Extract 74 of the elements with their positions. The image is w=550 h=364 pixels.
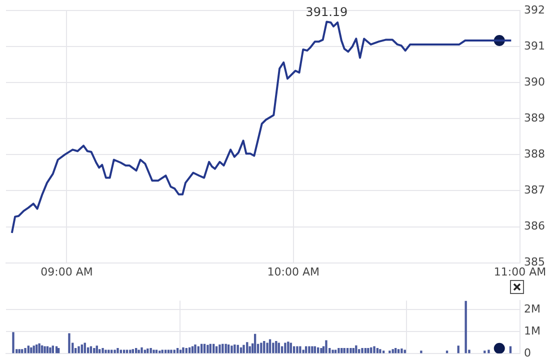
y-tick-label: 390 [524, 76, 545, 89]
annotation: 391.19 [306, 4, 348, 19]
bar [420, 350, 422, 354]
bar [338, 348, 340, 354]
bar [290, 342, 292, 354]
bar [104, 350, 107, 354]
bar [400, 348, 403, 354]
bar [218, 344, 221, 354]
x-tick-label: 09:00 AM [40, 265, 93, 278]
bar [182, 347, 184, 354]
y-tick-label: 1M [524, 324, 540, 338]
y-tick-label: 392 [524, 3, 545, 16]
bar [246, 342, 248, 354]
bar [27, 346, 30, 354]
bar [49, 347, 52, 354]
bar [457, 346, 460, 354]
y-tick-label: 0 [524, 346, 531, 360]
bar [488, 350, 490, 354]
bar [325, 340, 328, 354]
bar [388, 350, 391, 354]
bar [194, 344, 196, 354]
bar [266, 342, 268, 354]
bar [230, 346, 233, 354]
bar [68, 333, 70, 354]
y-tick-label: 388 [524, 148, 545, 161]
bar [12, 332, 14, 354]
bar [52, 346, 54, 354]
bar [150, 348, 152, 354]
bar [158, 350, 161, 354]
y-tick-label: 389 [524, 112, 545, 125]
bar [275, 340, 278, 354]
bar [24, 348, 26, 354]
bar [296, 346, 298, 354]
bar [332, 350, 334, 354]
bar [129, 350, 132, 354]
bar [206, 344, 209, 354]
x-tick-label: 10:00 AM [267, 265, 320, 278]
bar [311, 346, 314, 354]
bar [287, 342, 290, 354]
y-tick-label: 2M [524, 302, 540, 316]
bar [96, 346, 98, 354]
bar [320, 348, 322, 354]
y-tick-label: 387 [524, 184, 545, 197]
bar [140, 347, 143, 354]
bar [254, 334, 256, 354]
bar [263, 340, 266, 354]
bar [38, 343, 40, 354]
y-tick-label: 386 [524, 220, 545, 233]
bar [260, 342, 262, 354]
bar [308, 346, 310, 354]
bar [284, 342, 286, 354]
bar [138, 350, 140, 354]
bar [116, 348, 119, 354]
bar [114, 350, 116, 354]
bar [234, 344, 236, 354]
bar [446, 350, 448, 354]
bar [382, 350, 385, 354]
bar [464, 300, 467, 354]
bar [361, 348, 364, 354]
bar [78, 346, 80, 354]
bar [242, 344, 245, 354]
bar [350, 348, 352, 354]
bar [32, 346, 35, 354]
bar [84, 342, 86, 354]
bar [278, 342, 280, 354]
bar [272, 342, 274, 354]
y-tick-label: 391 [524, 39, 545, 52]
bar [102, 348, 104, 354]
bar [44, 346, 46, 354]
bar [170, 350, 172, 354]
bar [373, 346, 376, 354]
bar [268, 339, 272, 354]
bar [152, 350, 155, 354]
bar [484, 350, 486, 354]
